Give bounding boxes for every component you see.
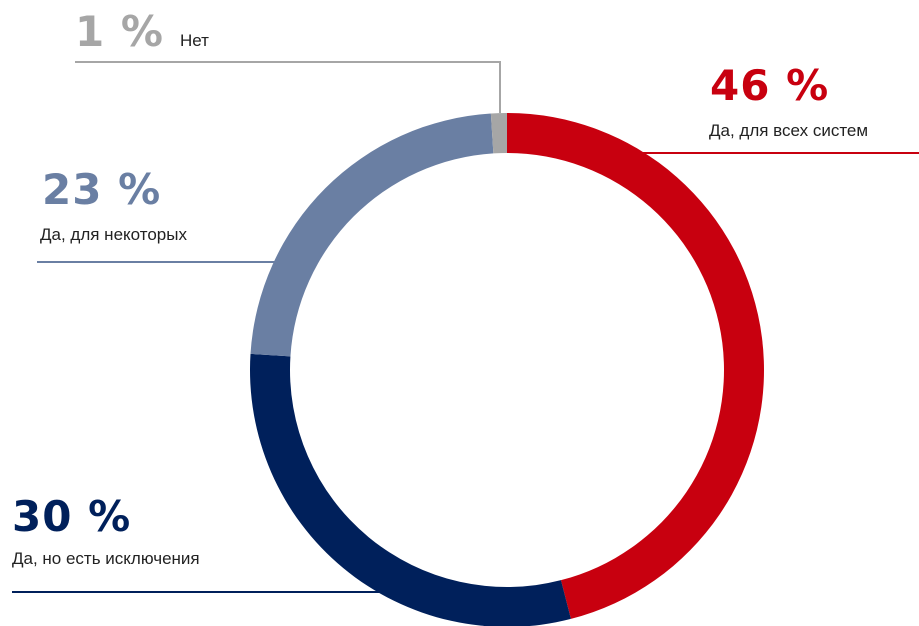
donut-slice (250, 353, 571, 626)
category-label: Да, для некоторых (40, 225, 187, 244)
donut-slice (250, 113, 494, 357)
category-label: Да, но есть исключения (12, 549, 200, 568)
value-label: 1 % (75, 7, 164, 56)
category-label: Да, для всех систем (709, 121, 868, 140)
category-label: Нет (180, 31, 209, 50)
leader-line (75, 61, 501, 113)
donut-slice (490, 113, 507, 154)
value-label: 46 % (710, 61, 829, 110)
donut-slice (507, 113, 765, 619)
value-label: 23 % (42, 165, 161, 214)
value-label: 30 % (12, 492, 131, 541)
